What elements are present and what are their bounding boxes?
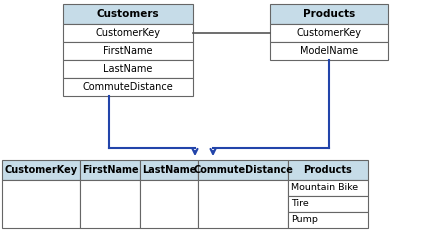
- Bar: [198, 180, 288, 228]
- Text: CustomerKey: CustomerKey: [96, 28, 160, 38]
- Bar: [198, 160, 288, 180]
- Bar: [288, 160, 368, 180]
- Bar: [288, 180, 368, 196]
- Text: CustomerKey: CustomerKey: [296, 28, 362, 38]
- Bar: [63, 24, 193, 42]
- Text: LastName: LastName: [103, 64, 153, 74]
- Text: Tire: Tire: [291, 200, 309, 208]
- Bar: [63, 42, 193, 60]
- Bar: [80, 160, 140, 180]
- Bar: [270, 4, 388, 24]
- Bar: [140, 180, 198, 228]
- Bar: [2, 160, 80, 180]
- Text: Mountain Bike: Mountain Bike: [291, 183, 358, 193]
- Text: Products: Products: [303, 9, 355, 19]
- Text: CustomerKey: CustomerKey: [4, 165, 78, 175]
- Text: Products: Products: [304, 165, 352, 175]
- Text: FirstName: FirstName: [82, 165, 138, 175]
- Bar: [2, 180, 80, 228]
- Text: LastName: LastName: [142, 165, 196, 175]
- Text: FirstName: FirstName: [103, 46, 153, 56]
- Bar: [63, 78, 193, 96]
- Bar: [140, 160, 198, 180]
- Bar: [63, 60, 193, 78]
- Text: CommuteDistance: CommuteDistance: [83, 82, 173, 92]
- Text: Customers: Customers: [97, 9, 159, 19]
- Bar: [270, 24, 388, 42]
- Bar: [63, 4, 193, 24]
- Text: ModelName: ModelName: [300, 46, 358, 56]
- Bar: [288, 212, 368, 228]
- Text: CommuteDistance: CommuteDistance: [193, 165, 293, 175]
- Text: Pump: Pump: [291, 216, 318, 224]
- Bar: [288, 196, 368, 212]
- Bar: [270, 42, 388, 60]
- Bar: [80, 180, 140, 228]
